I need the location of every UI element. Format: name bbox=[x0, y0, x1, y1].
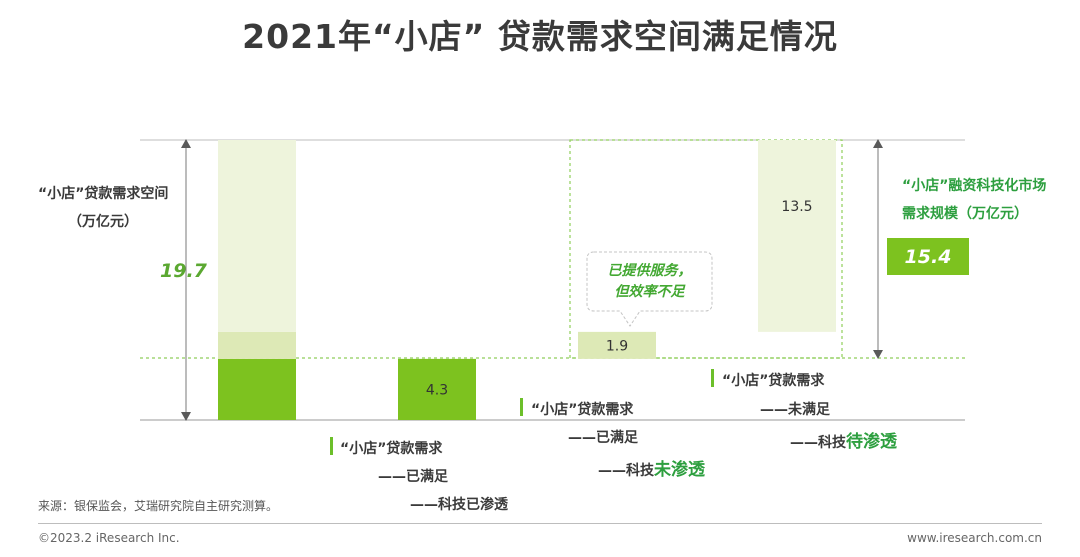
bar2-label-highlight: 已渗透 bbox=[466, 497, 508, 513]
bar-unmet bbox=[758, 140, 836, 332]
right-total-arrow bbox=[873, 139, 883, 359]
bar3-label-3: ——科技未渗透 bbox=[598, 460, 705, 480]
right-axis-label-1: “小店”融资科技化市场 bbox=[902, 178, 1047, 194]
dashed-group-box bbox=[569, 139, 843, 359]
left-total-value: 19.7 bbox=[160, 260, 207, 282]
bar-satisfied-penetrated bbox=[398, 358, 476, 420]
left-axis-label-2: （万亿元） bbox=[68, 214, 138, 230]
footer-copyright: ©2023.2 iResearch Inc. bbox=[38, 531, 180, 545]
bar2-label-2: ——已满足 bbox=[378, 469, 448, 485]
bar2-label-3: ——科技已渗透 bbox=[410, 497, 508, 513]
bar2-label-1: “小店”贷款需求 bbox=[340, 441, 443, 457]
left-total-arrow bbox=[181, 139, 191, 421]
callout-line-1: 已提供服务， bbox=[607, 263, 692, 279]
right-total-badge: 15.4 bbox=[887, 238, 969, 275]
bars-group: 4.3 1.9 13.5 bbox=[218, 140, 836, 420]
bar-satisfied-penetrated-value: 4.3 bbox=[426, 382, 448, 398]
footer-website: www.iresearch.com.cn bbox=[907, 531, 1042, 545]
bar3-label-1: “小店”贷款需求 bbox=[531, 402, 634, 418]
total-bar-segment-satisfied bbox=[218, 331, 296, 359]
bar4-label-1: “小店”贷款需求 bbox=[722, 373, 825, 389]
callout-bubble bbox=[586, 251, 713, 327]
left-axis-label-1: “小店”贷款需求空间 bbox=[38, 186, 169, 202]
bar-unmet-value: 13.5 bbox=[781, 199, 812, 215]
footer-divider bbox=[38, 523, 1042, 524]
total-bar-segment-penetrated bbox=[218, 358, 296, 420]
bar3-label-highlight: 未渗透 bbox=[654, 460, 705, 480]
bar-satisfied-unpenetrated-value: 1.9 bbox=[606, 338, 628, 354]
source-note: 来源：银保监会，艾瑞研究院自主研究测算。 bbox=[38, 499, 279, 513]
total-bar-segment-unmet bbox=[218, 140, 296, 332]
bar4-label-3: ——科技待渗透 bbox=[790, 432, 897, 452]
legend-marker-bar2 bbox=[330, 437, 333, 455]
bar4-label-highlight: 待渗透 bbox=[846, 432, 897, 452]
bar3-label-2: ——已满足 bbox=[568, 430, 638, 446]
bar4-label-2: ——未满足 bbox=[760, 402, 830, 418]
bar-satisfied-unpenetrated bbox=[578, 331, 656, 359]
legend-marker-bar4 bbox=[711, 369, 714, 387]
legend-marker-bar3 bbox=[520, 398, 523, 416]
chart-title: 2021年“小店” 贷款需求空间满足情况 bbox=[242, 17, 838, 56]
right-axis-label-2: 需求规模（万亿元） bbox=[902, 206, 1028, 222]
callout-line-2: 但效率不足 bbox=[614, 284, 685, 300]
